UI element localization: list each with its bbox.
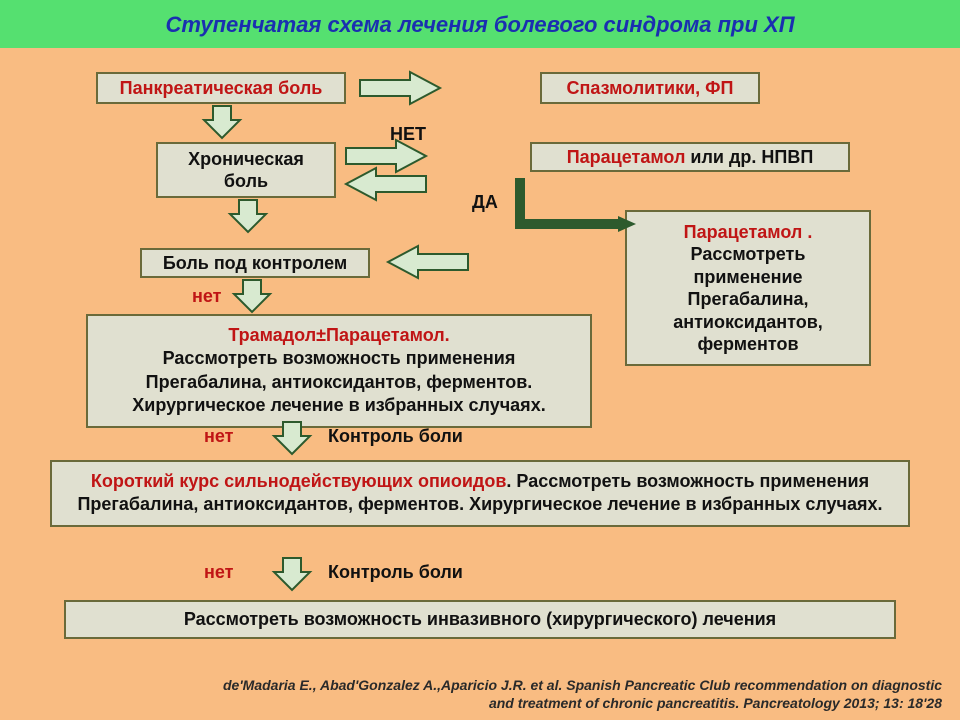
text-red: Парацетамол [567, 147, 686, 167]
node-chronic-pain: Хроническая боль [156, 142, 336, 198]
label-yes-upper: ДА [472, 192, 498, 213]
diagram-canvas: Ступенчатая схема лечения болевого синдр… [0, 0, 960, 720]
node-text: Спазмолитики, ФП [567, 77, 734, 100]
text-red: Парацетамол . [635, 221, 861, 244]
text-red: Короткий курс сильнодействующих опиоидов [91, 471, 507, 491]
node-paracetamol-nsaid: Парацетамол или др. НПВП [530, 142, 850, 172]
node-pancreatic-pain: Панкреатическая боль [96, 72, 346, 104]
node-text: Панкреатическая боль [120, 77, 323, 100]
page-title: Ступенчатая схема лечения болевого синдр… [165, 12, 794, 37]
text-rest: или др. НПВП [685, 147, 813, 167]
label-control-1: Контроль боли [328, 426, 463, 447]
node-pain-controlled: Боль под контролем [140, 248, 370, 278]
text-red: Трамадол±Парацетамол. [102, 324, 576, 347]
label-no-3: нет [204, 562, 233, 583]
label-no-2: нет [204, 426, 233, 447]
node-invasive: Рассмотреть возможность инвазивного (хир… [64, 600, 896, 639]
citation: de'Madaria E., Abad'Gonzalez A.,Aparicio… [223, 677, 942, 712]
title-bar: Ступенчатая схема лечения болевого синдр… [0, 0, 960, 48]
citation-line: and treatment of chronic pancreatitis. P… [223, 695, 942, 713]
text-rest: Рассмотреть применение Прегабалина, анти… [635, 243, 861, 356]
label-control-2: Контроль боли [328, 562, 463, 583]
text-rest: Рассмотреть возможность применения Прега… [102, 347, 576, 417]
node-paracetamol-pregabalin: Парацетамол . Рассмотреть применение Пре… [625, 210, 871, 366]
citation-line: de'Madaria E., Abad'Gonzalez A.,Aparicio… [223, 677, 942, 695]
label-no-upper: НЕТ [390, 124, 426, 145]
node-spasmolytics: Спазмолитики, ФП [540, 72, 760, 104]
node-text: Боль под контролем [163, 252, 347, 275]
node-text: Хроническая боль [166, 148, 326, 193]
label-no-1: нет [192, 286, 221, 307]
node-text: Рассмотреть возможность инвазивного (хир… [80, 608, 880, 631]
node-tramadol: Трамадол±Парацетамол. Рассмотреть возмож… [86, 314, 592, 428]
node-text: Парацетамол или др. НПВП [567, 146, 814, 169]
node-strong-opioids: Короткий курс сильнодействующих опиоидов… [50, 460, 910, 527]
